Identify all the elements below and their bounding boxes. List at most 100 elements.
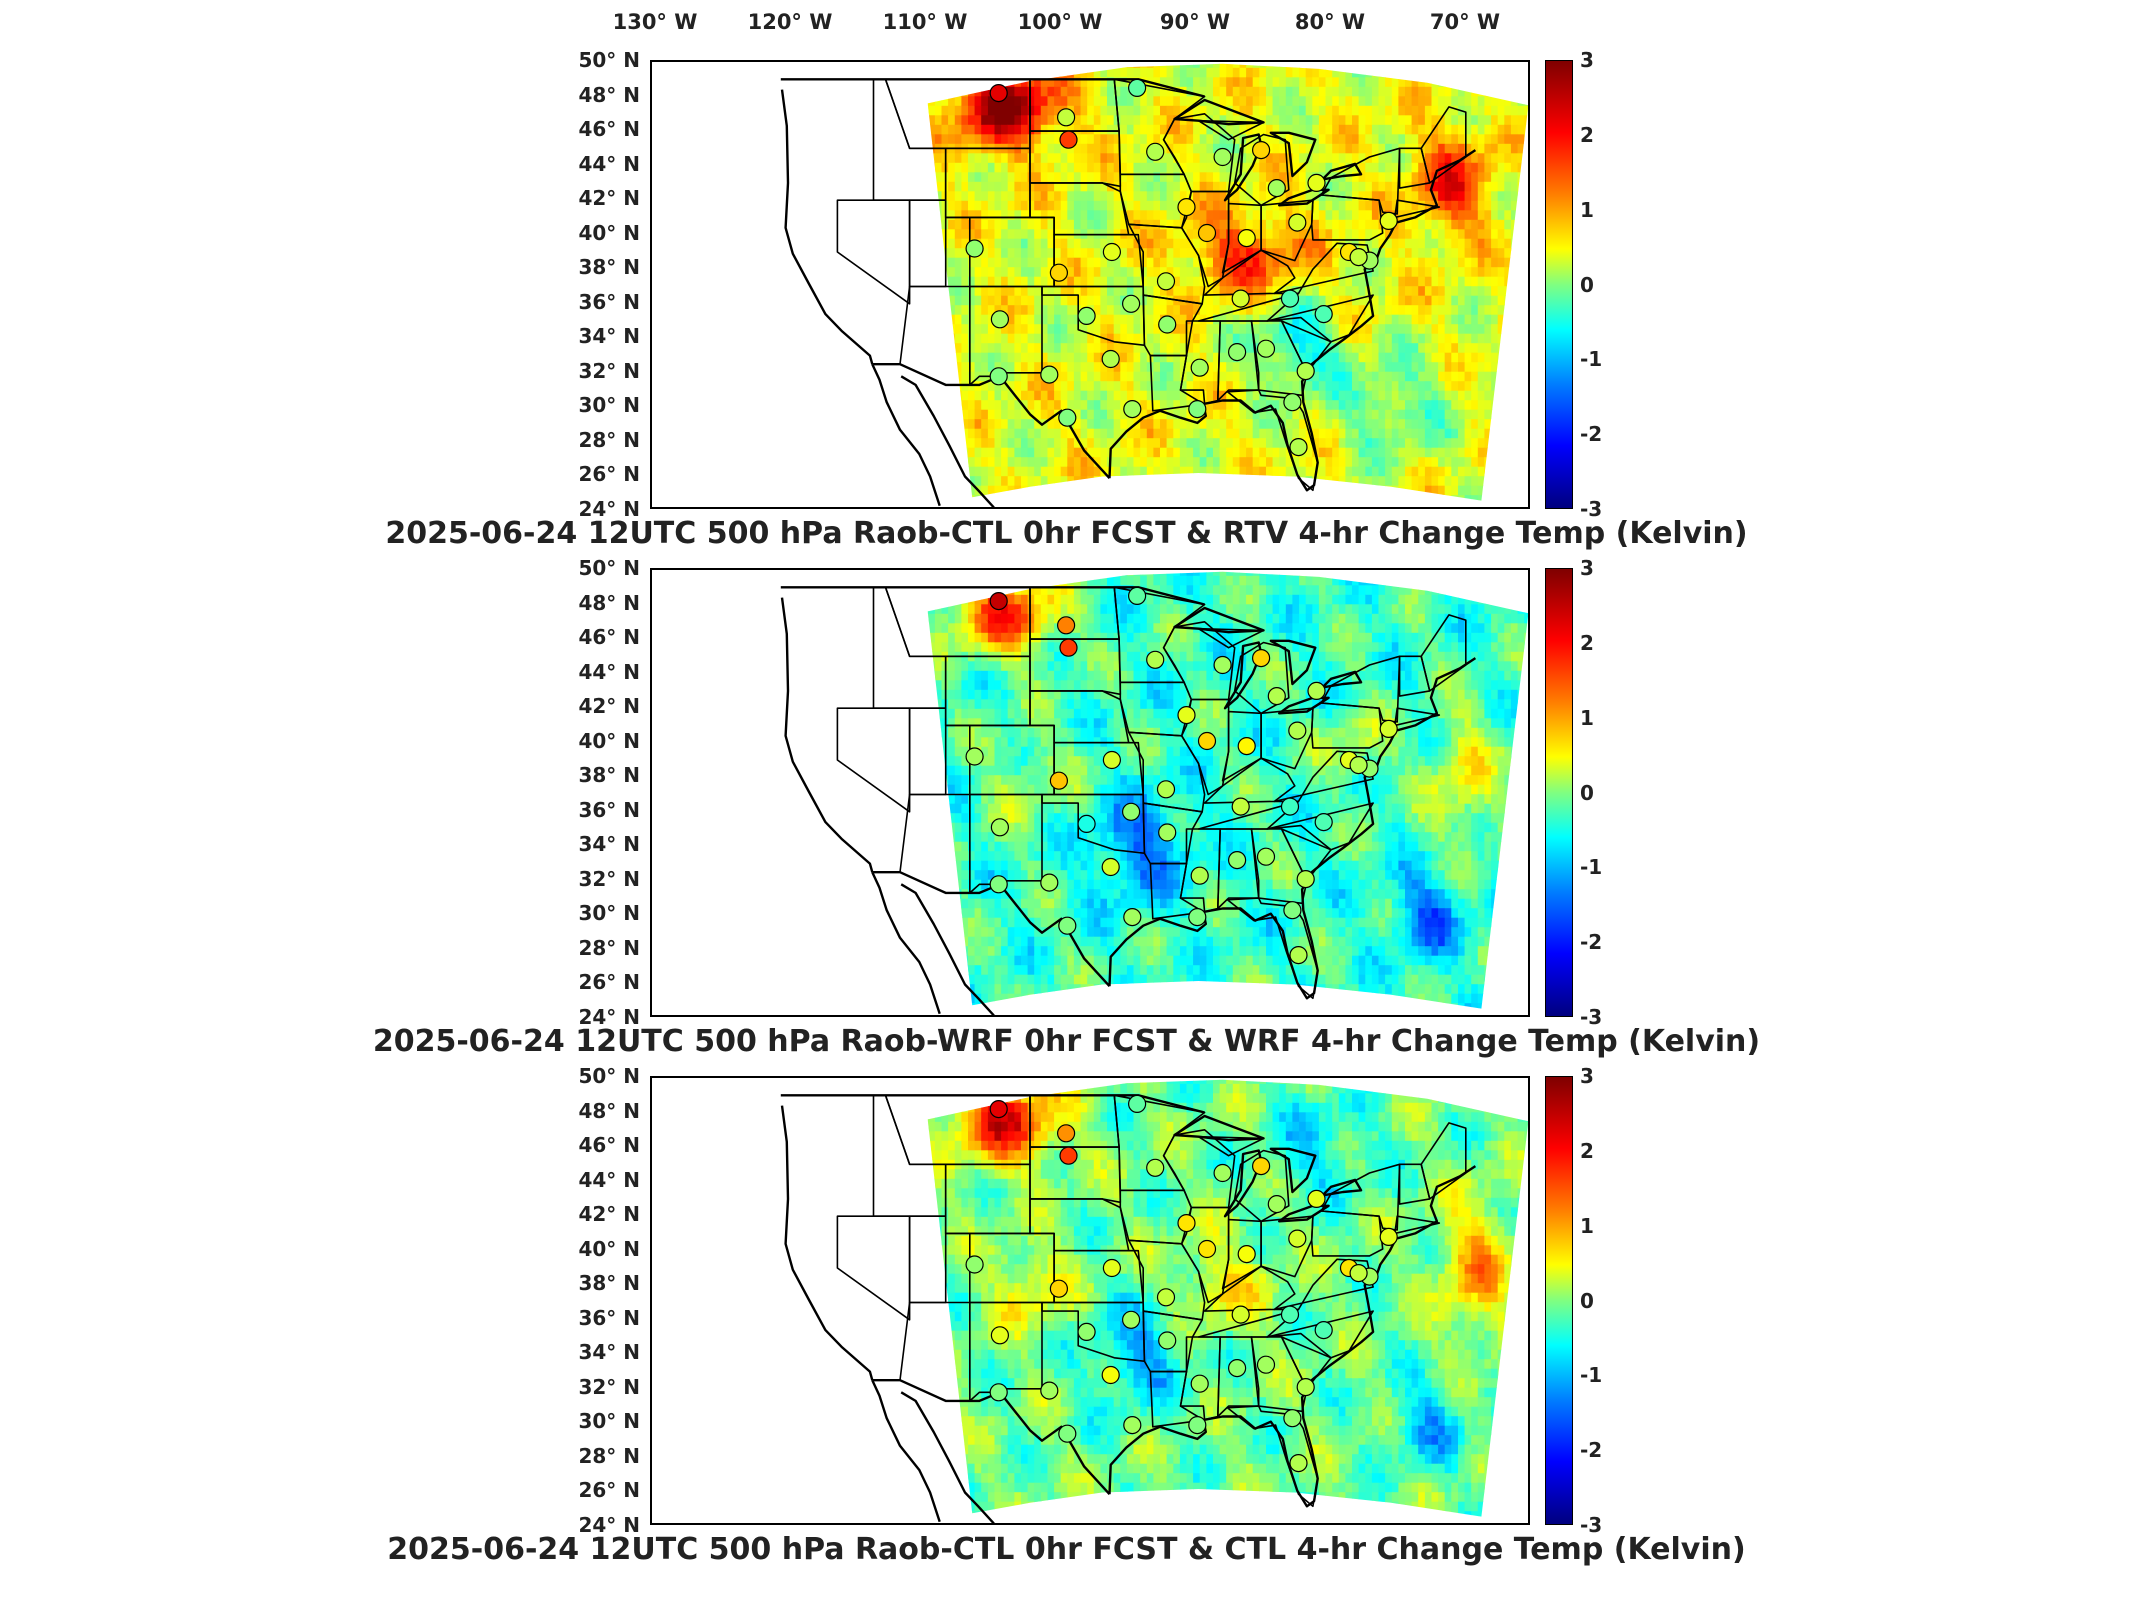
raob-stations <box>965 586 1398 965</box>
raob-station-marker <box>1237 229 1256 248</box>
colorbar-tick-label: -1 <box>1580 855 1603 880</box>
raob-station-marker <box>990 1326 1009 1345</box>
raob-station-marker <box>1237 737 1256 756</box>
latitude-label: 44° N <box>578 659 640 684</box>
colorbar-tick-label: 2 <box>1580 122 1594 147</box>
latitude-label: 48° N <box>578 590 640 615</box>
raob-station-marker <box>1307 1189 1326 1209</box>
raob-station-marker <box>1256 847 1276 866</box>
latitude-label: 24° N <box>578 1513 640 1537</box>
latitude-label: 26° N <box>578 970 640 995</box>
temperature-field <box>927 1079 1528 1517</box>
raob-station-marker <box>1101 349 1120 369</box>
raob-station-marker <box>1289 1454 1308 1473</box>
raob-station-marker <box>1077 814 1096 833</box>
latitude-label: 40° N <box>578 728 640 753</box>
colorbar <box>1545 568 1573 1017</box>
raob-station-marker <box>1213 655 1232 675</box>
raob-station-marker <box>1128 586 1147 605</box>
raob-station-marker <box>1296 1378 1315 1397</box>
raob-station-marker <box>965 747 984 766</box>
raob-station-marker <box>1289 946 1308 965</box>
latitude-axis: 50° N 48° N 46° N 44° N 42° N 40° N 38° N 36° N… <box>560 1064 640 1537</box>
latitude-label: 26° N <box>578 1478 640 1503</box>
longitude-label: 80° W <box>1294 10 1366 34</box>
raob-station-marker <box>1379 719 1398 738</box>
latitude-label: 44° N <box>578 1167 640 1192</box>
map-panel-2: 50° N 48° N 46° N 44° N 42° N 40° N 38° N 36° N… <box>0 556 2133 1066</box>
colorbar-tick-label: 0 <box>1580 1288 1594 1313</box>
latitude-label: 24° N <box>578 1005 640 1029</box>
latitude-label: 30° N <box>578 901 640 926</box>
raob-station-marker <box>1296 870 1315 889</box>
raob-station-marker <box>1227 1359 1247 1378</box>
raob-station-marker <box>1349 248 1368 267</box>
latitude-label: 26° N <box>578 462 640 487</box>
latitude-label: 36° N <box>578 289 640 314</box>
raob-station-marker <box>1288 1229 1307 1248</box>
raob-station-marker <box>1251 1156 1271 1176</box>
panel-title: 2025-06-24 12UTC 500 hPa Raob-CTL 0hr FC… <box>385 516 1748 551</box>
raob-station-marker <box>989 84 1008 103</box>
colorbar-tick-label: -1 <box>1580 1363 1603 1388</box>
latitude-label: 30° N <box>578 393 640 418</box>
raob-station-marker <box>1158 823 1177 842</box>
temperature-field <box>927 571 1528 1009</box>
latitude-label: 34° N <box>578 324 640 349</box>
colorbar-tick-label: 2 <box>1580 630 1594 655</box>
raob-station-marker <box>1146 650 1165 669</box>
raob-station-marker <box>1049 1279 1068 1298</box>
latitude-label: 50° N <box>578 556 640 580</box>
latitude-label: 36° N <box>578 797 640 822</box>
raob-station-marker <box>1146 1158 1165 1177</box>
raob-station-marker <box>1314 305 1333 324</box>
raob-station-marker <box>1197 1239 1217 1259</box>
raob-station-marker <box>1349 756 1368 775</box>
colorbar-tick-label: 1 <box>1580 197 1594 222</box>
raob-station-marker <box>1049 771 1068 790</box>
raob-station-marker <box>1102 750 1121 770</box>
raob-station-marker <box>989 592 1008 611</box>
map-panel-3: 50° N 48° N 46° N 44° N 42° N 40° N 38° N 36° N… <box>0 1064 2133 1574</box>
colorbar-tick-label: 3 <box>1580 556 1594 580</box>
raob-station-marker <box>1123 1416 1142 1435</box>
raob-station-marker <box>1190 1374 1209 1393</box>
raob-station-marker <box>1122 1310 1141 1329</box>
raob-station-marker <box>1227 851 1247 870</box>
raob-station-marker <box>1280 289 1300 308</box>
raob-station-marker <box>1102 1258 1121 1278</box>
raob-station-marker <box>1251 140 1271 160</box>
raob-station-marker <box>1058 916 1077 935</box>
latitude-label: 46° N <box>578 625 640 650</box>
raob-station-marker <box>1213 147 1232 167</box>
latitude-label: 48° N <box>578 82 640 107</box>
map-canvas <box>780 571 1528 1015</box>
raob-station-marker <box>1101 857 1120 877</box>
colorbar-tick-label: 0 <box>1580 780 1594 805</box>
latitude-label: 32° N <box>578 866 640 891</box>
raob-station-marker <box>1227 343 1247 362</box>
latitude-label: 30° N <box>578 1409 640 1434</box>
raob-stations <box>965 78 1398 457</box>
colorbar-tick-label: 1 <box>1580 1213 1594 1238</box>
raob-station-marker <box>1267 1194 1286 1214</box>
raob-station-marker <box>1288 213 1307 232</box>
latitude-label: 38° N <box>578 763 640 788</box>
raob-station-marker <box>990 310 1009 329</box>
raob-station-marker <box>1190 358 1209 377</box>
raob-station-marker <box>1231 797 1250 816</box>
raob-station-marker <box>1267 178 1286 198</box>
raob-station-marker <box>1049 263 1068 282</box>
raob-station-marker <box>1123 400 1142 419</box>
raob-station-marker <box>965 1255 984 1274</box>
raob-station-marker <box>1059 1146 1078 1165</box>
raob-station-marker <box>1283 901 1302 920</box>
longitude-label: 70° W <box>1429 10 1501 34</box>
raob-station-marker <box>1077 306 1096 325</box>
raob-station-marker <box>1188 400 1207 419</box>
raob-station-marker <box>1213 1163 1232 1183</box>
latitude-label: 48° N <box>578 1098 640 1123</box>
state-boundaries <box>836 1094 1467 1508</box>
raob-station-marker <box>1289 438 1308 457</box>
latitude-label: 28° N <box>578 1443 640 1468</box>
